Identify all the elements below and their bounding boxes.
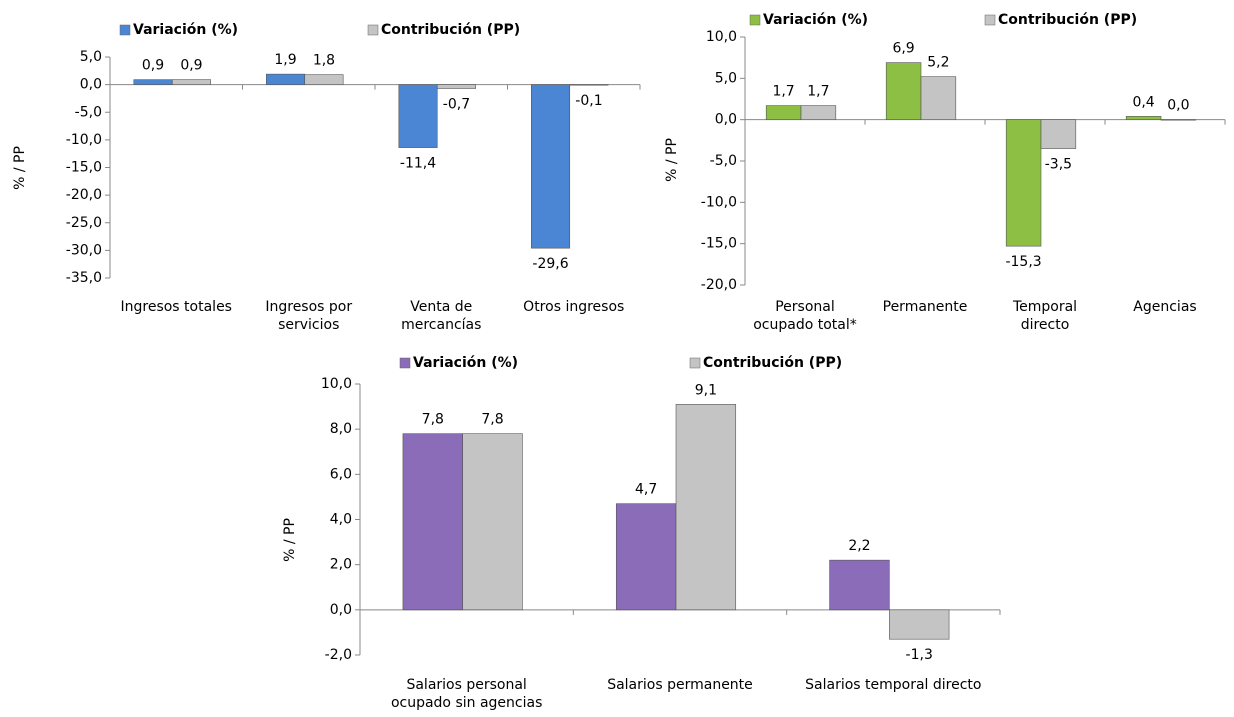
- y-tick-label: 0,0: [330, 602, 352, 618]
- data-label: 1,7: [807, 84, 829, 100]
- data-label: 5,2: [927, 55, 949, 71]
- legend-label: Variación (%): [413, 355, 518, 371]
- bar: [765, 105, 802, 120]
- bar: [1125, 116, 1162, 120]
- legend-label: Variación (%): [133, 22, 238, 38]
- data-label: 7,8: [422, 412, 444, 428]
- data-label: -0,7: [443, 96, 470, 112]
- legend-swatch: [749, 14, 761, 26]
- data-label: 7,8: [481, 412, 503, 428]
- data-label: -29,6: [532, 256, 568, 272]
- data-label: 1,7: [772, 84, 794, 100]
- x-tick-label: Ingresos por servicios: [265, 299, 353, 333]
- legend-label: Contribución (PP): [703, 355, 842, 371]
- bar: [889, 609, 950, 640]
- bar: [266, 73, 306, 85]
- data-label: 2,2: [848, 538, 870, 554]
- x-tick-label: Salarios permanente: [607, 677, 753, 693]
- legend-swatch: [984, 14, 996, 26]
- x-tick-label: Temporal directo: [1012, 299, 1078, 333]
- data-label: 0,9: [142, 58, 164, 74]
- bar: [615, 503, 677, 611]
- x-tick-label: Permanente: [882, 299, 968, 315]
- legend-label: Contribución (PP): [998, 12, 1137, 28]
- y-tick-label: -30,0: [66, 242, 102, 258]
- x-tick-label: Agencias: [1133, 299, 1197, 315]
- legend-swatch: [119, 24, 131, 36]
- legend-swatch: [399, 357, 411, 369]
- bar: [800, 105, 837, 120]
- bar: [1005, 119, 1042, 247]
- legend-swatch: [689, 357, 701, 369]
- data-label: 1,8: [313, 53, 335, 69]
- legend-swatch: [367, 24, 379, 36]
- bar: [398, 84, 438, 148]
- y-tick-label: -15,0: [66, 160, 102, 176]
- x-tick-label: Personal ocupado total*: [753, 299, 857, 333]
- bar: [171, 79, 211, 85]
- bar: [1040, 119, 1077, 149]
- x-tick-label: Ingresos totales: [120, 299, 232, 315]
- bar: [569, 84, 609, 86]
- legend-label: Variación (%): [763, 12, 868, 28]
- data-label: 6,9: [892, 41, 914, 57]
- data-label: 9,1: [695, 382, 717, 398]
- x-tick-label: Salarios personal ocupado sin agencias: [390, 677, 543, 711]
- data-label: 0,0: [1167, 98, 1189, 114]
- y-tick-label: 10,0: [321, 376, 352, 392]
- data-label: -0,1: [575, 93, 602, 109]
- data-label: -11,4: [400, 156, 436, 172]
- x-tick-label: Salarios temporal directo: [805, 677, 982, 693]
- y-axis-label: % / PP: [282, 518, 298, 562]
- y-axis-label: % / PP: [12, 146, 28, 190]
- bar: [402, 433, 463, 611]
- data-label: -15,3: [1005, 254, 1041, 270]
- y-tick-label: 0,0: [80, 77, 102, 93]
- y-tick-label: -15,0: [701, 236, 737, 252]
- y-tick-label: 5,0: [80, 49, 102, 65]
- data-label: 4,7: [635, 482, 657, 498]
- y-tick-label: -35,0: [66, 270, 102, 286]
- y-tick-label: -20,0: [701, 277, 737, 293]
- y-axis-label: % / PP: [664, 138, 680, 182]
- data-label: -1,3: [906, 647, 933, 663]
- y-tick-label: 10,0: [706, 29, 737, 45]
- bar: [304, 74, 344, 85]
- bar: [885, 62, 922, 120]
- bar: [133, 79, 173, 85]
- y-tick-label: -25,0: [66, 215, 102, 231]
- bar: [462, 433, 523, 611]
- data-label: -3,5: [1045, 157, 1072, 173]
- legend-label: Contribución (PP): [381, 22, 520, 38]
- y-tick-label: 4,0: [330, 512, 352, 528]
- data-label: 1,9: [274, 52, 296, 68]
- y-tick-label: -5,0: [75, 104, 102, 120]
- y-tick-label: -2,0: [325, 647, 352, 663]
- bar: [531, 84, 571, 249]
- y-tick-label: -5,0: [710, 153, 737, 169]
- x-tick-label: Otros ingresos: [523, 299, 625, 315]
- data-label: 0,9: [180, 58, 202, 74]
- y-tick-label: -20,0: [66, 187, 102, 203]
- x-tick-label: Venta de mercancías: [401, 299, 482, 333]
- bar: [1160, 119, 1197, 121]
- y-tick-label: 0,0: [715, 112, 737, 128]
- y-tick-label: 8,0: [330, 421, 352, 437]
- bar: [829, 559, 890, 611]
- data-label: 0,4: [1132, 94, 1154, 110]
- y-tick-label: 5,0: [715, 70, 737, 86]
- bar: [436, 84, 476, 89]
- y-tick-label: 6,0: [330, 466, 352, 482]
- y-tick-label: -10,0: [66, 132, 102, 148]
- bar: [675, 404, 737, 611]
- y-tick-label: -10,0: [701, 194, 737, 210]
- y-tick-label: 2,0: [330, 557, 352, 573]
- bar: [920, 76, 957, 120]
